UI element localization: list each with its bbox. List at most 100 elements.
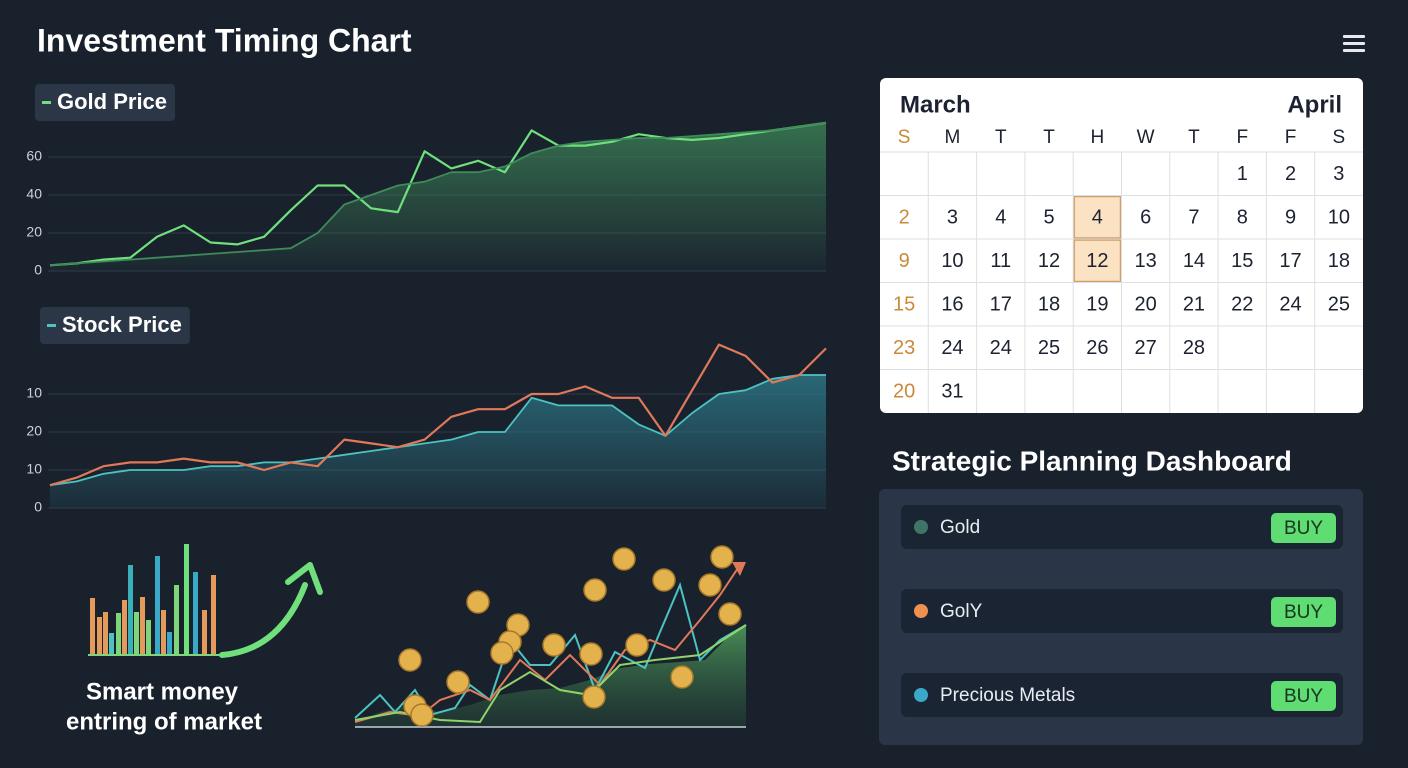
weekday-label: F xyxy=(1236,127,1248,148)
menu-button[interactable] xyxy=(1343,35,1365,52)
day-cell[interactable]: 3 xyxy=(947,207,958,229)
day-cell[interactable]: 19 xyxy=(1086,294,1108,316)
asset-dot xyxy=(914,688,928,702)
day-cell[interactable]: 22 xyxy=(1231,294,1253,316)
asset-label: GolY xyxy=(940,601,983,622)
weekday-label: W xyxy=(1137,127,1155,148)
bar-illustration xyxy=(88,544,323,658)
day-cell[interactable]: 11 xyxy=(990,250,1011,272)
day-cell[interactable]: 18 xyxy=(1038,294,1060,316)
deco-bar xyxy=(184,544,189,655)
buy-button[interactable]: BUY xyxy=(1271,681,1336,711)
weekday-label: T xyxy=(1043,127,1055,148)
weekday-label: T xyxy=(1188,127,1200,148)
legend: Gold Price xyxy=(35,84,176,121)
day-cell[interactable]: 6 xyxy=(1140,207,1151,229)
deco-bar xyxy=(109,633,114,655)
asset-row-bg xyxy=(901,673,1343,717)
day-cell[interactable]: 2 xyxy=(899,207,910,229)
day-cell[interactable]: 3 xyxy=(1333,163,1344,185)
day-cell[interactable]: 24 xyxy=(941,337,963,359)
series-line xyxy=(49,121,827,267)
day-cell[interactable]: 13 xyxy=(1135,250,1157,272)
deco-bar xyxy=(174,585,179,655)
buy-button-bg xyxy=(1271,513,1336,543)
page-title: Investment Timing Chart xyxy=(37,22,412,58)
day-cell[interactable]: 4 xyxy=(995,207,1006,229)
calendar-grid: S M T T H W T F F S1 2 32 3 4 5 4 6 7 8 9 109 10 11 12 12 13 14 15 1… xyxy=(880,127,1363,413)
caption-line: entring of market xyxy=(66,708,262,735)
day-cell[interactable]: 15 xyxy=(893,294,915,316)
deco-bar xyxy=(140,597,145,655)
day-cell[interactable]: 28 xyxy=(1183,337,1205,359)
day-cell[interactable]: 12 xyxy=(1038,250,1060,272)
dashboard-title: Strategic Planning Dashboard xyxy=(892,445,1292,476)
day-cell[interactable]: 26 xyxy=(1086,337,1108,359)
day-cell[interactable]: 27 xyxy=(1135,337,1157,359)
day-cell[interactable]: 9 xyxy=(1285,207,1296,229)
weekday-label: F xyxy=(1285,127,1297,148)
day-cell[interactable]: 20 xyxy=(893,381,915,403)
calendar-month: March xyxy=(900,91,971,118)
deco-arrow-head xyxy=(285,562,323,595)
day-cell[interactable]: 2 xyxy=(1285,163,1296,185)
coin xyxy=(582,685,606,709)
day-cell[interactable]: 10 xyxy=(941,250,963,272)
day-cell[interactable]: 15 xyxy=(1231,250,1253,272)
coin xyxy=(698,573,722,597)
day-cell[interactable]: 1 xyxy=(1237,163,1248,185)
legend-label: Gold Price xyxy=(57,89,167,114)
series-line xyxy=(49,374,826,487)
y-tick-label: 10 xyxy=(26,461,42,477)
legend-label: Stock Price xyxy=(62,312,182,337)
asset-dot xyxy=(914,604,928,618)
day-cell[interactable]: 25 xyxy=(1038,337,1060,359)
day-cell[interactable]: 10 xyxy=(1328,207,1350,229)
y-tick-label: 20 xyxy=(26,224,42,240)
day-cell[interactable]: 12 xyxy=(1086,250,1108,272)
coin xyxy=(652,568,676,592)
weekday-label: S xyxy=(1333,127,1346,148)
dashboard-items: Gold BUY GolY BUY Precious Metals BUY xyxy=(901,505,1343,717)
coin xyxy=(490,641,514,665)
day-cell[interactable]: 24 xyxy=(1279,294,1301,316)
weekday-label: T xyxy=(995,127,1007,148)
day-cell[interactable]: 20 xyxy=(1135,294,1157,316)
deco-area xyxy=(355,625,746,727)
charts: 0 20 40 60 Gold Price 0 10 20 10 Stock Price xyxy=(26,84,827,515)
day-cell[interactable]: 7 xyxy=(1188,207,1199,229)
deco-bar xyxy=(202,610,207,655)
coin xyxy=(670,665,694,689)
buy-button[interactable]: BUY xyxy=(1271,597,1336,627)
day-cell[interactable]: 17 xyxy=(1279,250,1301,272)
day-cell[interactable]: 31 xyxy=(941,381,963,403)
coin xyxy=(446,670,470,694)
chart: 0 20 40 60 Gold Price xyxy=(26,84,827,278)
day-cell[interactable]: 17 xyxy=(990,294,1012,316)
calendar-month: April xyxy=(1287,91,1342,118)
y-tick-label: 10 xyxy=(26,385,42,401)
y-tick-label: 0 xyxy=(34,262,42,278)
day-cell[interactable]: 18 xyxy=(1328,250,1350,272)
day-cell[interactable]: 4 xyxy=(1092,207,1103,229)
y-tick-label: 0 xyxy=(34,499,42,515)
day-cell[interactable]: 21 xyxy=(1183,294,1205,316)
coin-illustration xyxy=(354,545,747,728)
day-cell[interactable]: 23 xyxy=(893,337,915,359)
coin xyxy=(542,633,566,657)
buy-button[interactable]: BUY xyxy=(1271,513,1336,543)
day-cell[interactable]: 5 xyxy=(1043,207,1054,229)
asset-row: Precious Metals BUY xyxy=(901,673,1343,717)
day-cell[interactable]: 25 xyxy=(1328,294,1350,316)
deco-bar xyxy=(146,620,151,655)
buy-button-label: BUY xyxy=(1284,686,1323,707)
day-cell[interactable]: 8 xyxy=(1237,207,1248,229)
day-cell[interactable]: 9 xyxy=(899,250,910,272)
day-cell[interactable]: 16 xyxy=(941,294,963,316)
chart: 0 10 20 10 Stock Price xyxy=(26,307,827,515)
asset-row-bg xyxy=(901,505,1343,549)
day-cell[interactable]: 14 xyxy=(1183,250,1205,272)
day-cell[interactable]: 24 xyxy=(990,337,1012,359)
deco-bar xyxy=(155,556,160,655)
